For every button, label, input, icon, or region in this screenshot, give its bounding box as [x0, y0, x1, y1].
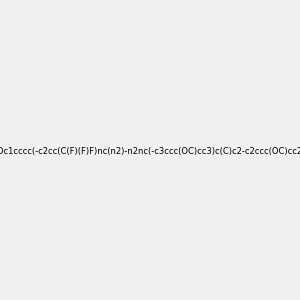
- Text: COc1cccc(-c2cc(C(F)(F)F)nc(n2)-n2nc(-c3ccc(OC)cc3)c(C)c2-c2ccc(OC)cc2)c1: COc1cccc(-c2cc(C(F)(F)F)nc(n2)-n2nc(-c3c…: [0, 147, 300, 156]
